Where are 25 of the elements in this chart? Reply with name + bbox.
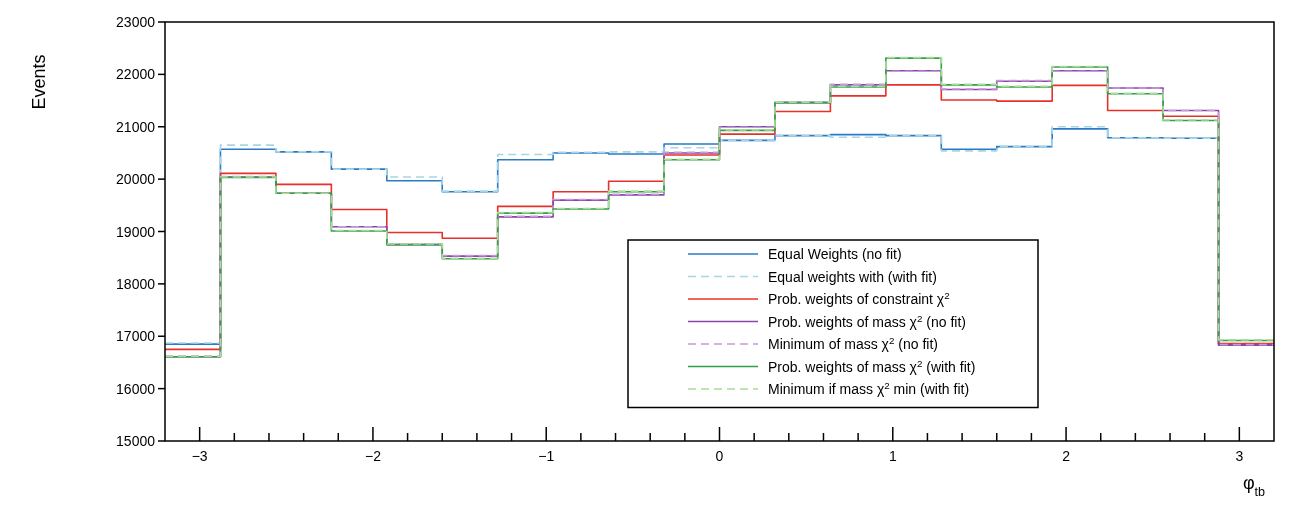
x-tick-label: 1: [888, 448, 897, 464]
x-axis-title: φ$_{tb}$: [1242, 473, 1266, 499]
y-tick-label: 17000: [116, 328, 156, 345]
y-tick-label: 15000: [116, 433, 156, 449]
y-tick-label: 19000: [116, 223, 156, 240]
legend-label: Minimum if mass χ$^{2}$ min (with fit): [768, 379, 970, 397]
legend-label: Prob. weights of mass χ$^{2}$ (with fit): [768, 357, 976, 375]
legend-label: Equal weights with (with fit): [768, 268, 937, 285]
y-tick-label: 23000: [116, 14, 156, 30]
y-tick-label: 16000: [116, 380, 156, 397]
y-axis-title: Events: [29, 54, 49, 110]
x-tick-label: 3: [1235, 448, 1244, 464]
x-tick-label: −1: [538, 448, 555, 464]
x-tick-label: −2: [364, 448, 382, 464]
legend-label: Equal Weights (no fit): [768, 246, 902, 262]
y-tick-label: 20000: [116, 171, 156, 188]
x-tick-label: 2: [1062, 448, 1071, 464]
legend-label: Minimum of mass χ$^{2}$ (no fit): [768, 334, 938, 352]
y-tick-label: 22000: [116, 66, 156, 83]
y-tick-label: 18000: [116, 275, 156, 292]
legend-label: Prob. weights of mass χ$^{2}$ (no fit): [768, 312, 966, 330]
x-tick-label: 0: [715, 448, 724, 464]
y-tick-label: 21000: [116, 118, 156, 135]
x-tick-label: −3: [191, 448, 208, 464]
legend-label: Prob. weights of constraint χ$^{2}$: [768, 289, 950, 307]
